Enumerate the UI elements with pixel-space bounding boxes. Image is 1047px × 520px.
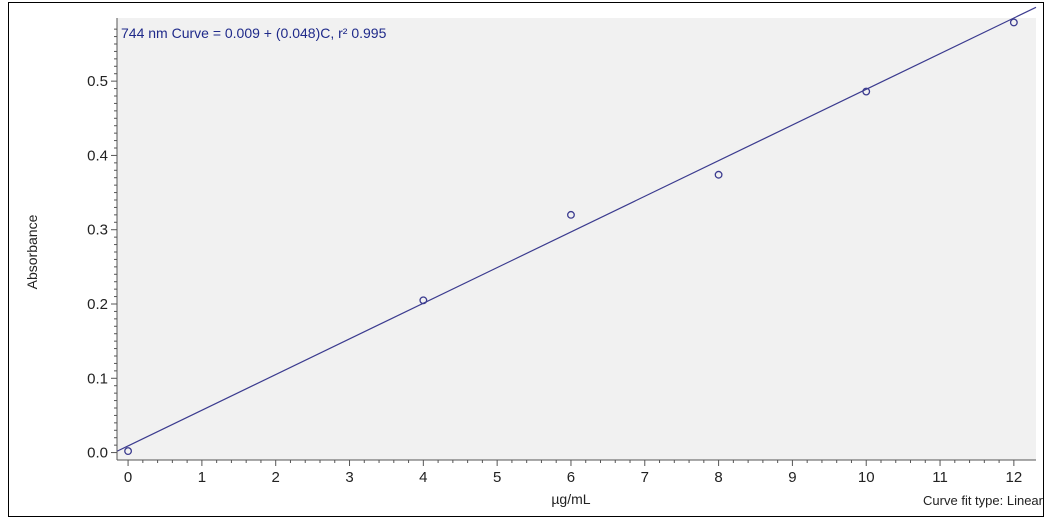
x-tick-label: 12 — [1006, 469, 1023, 486]
x-tick-label: 3 — [345, 469, 353, 486]
y-tick-label: 0.1 — [87, 370, 108, 387]
data-point — [714, 170, 723, 179]
x-tick-label: 6 — [567, 469, 575, 486]
data-point — [419, 296, 428, 305]
data-point — [862, 87, 871, 96]
x-tick-label: 9 — [788, 469, 796, 486]
data-points — [124, 18, 1018, 456]
x-tick-label: 7 — [641, 469, 649, 486]
x-tick-label: 11 — [932, 469, 948, 486]
x-axis-ticks: 0 1 2 3 4 5 6 7 8 9 10 11 12 — [124, 460, 1022, 486]
y-tick-label: 0.4 — [87, 147, 108, 164]
y-tick-label: 0.5 — [87, 73, 108, 90]
x-tick-label: 8 — [714, 469, 722, 486]
x-tick-label: 2 — [272, 469, 280, 486]
data-point — [567, 210, 575, 219]
x-tick-label: 5 — [493, 469, 501, 486]
plot-area — [117, 18, 1036, 460]
chart-title: 744 nm Curve = 0.009 + (0.048)C, r² 0.99… — [121, 25, 387, 41]
y-tick-label: 0.2 — [87, 296, 108, 313]
y-tick-label: 0.3 — [87, 222, 108, 239]
x-tick-label: 10 — [858, 469, 875, 486]
data-point — [1009, 18, 1018, 27]
x-tick-label: 0 — [124, 469, 132, 486]
y-axis-ticks: 0.0 0.1 0.2 0.3 0.4 0.5 — [87, 28, 117, 462]
x-tick-label: 1 — [198, 469, 206, 486]
curve-fit-note: Curve fit type: Linear — [923, 493, 1044, 508]
x-axis-label: µg/mL — [551, 491, 590, 507]
x-tick-label: 4 — [419, 469, 427, 486]
fit-line — [116, 6, 1037, 452]
y-tick-label: 0.0 — [87, 445, 108, 462]
data-point — [124, 447, 133, 456]
y-axis-label: Absorbance — [24, 214, 40, 289]
